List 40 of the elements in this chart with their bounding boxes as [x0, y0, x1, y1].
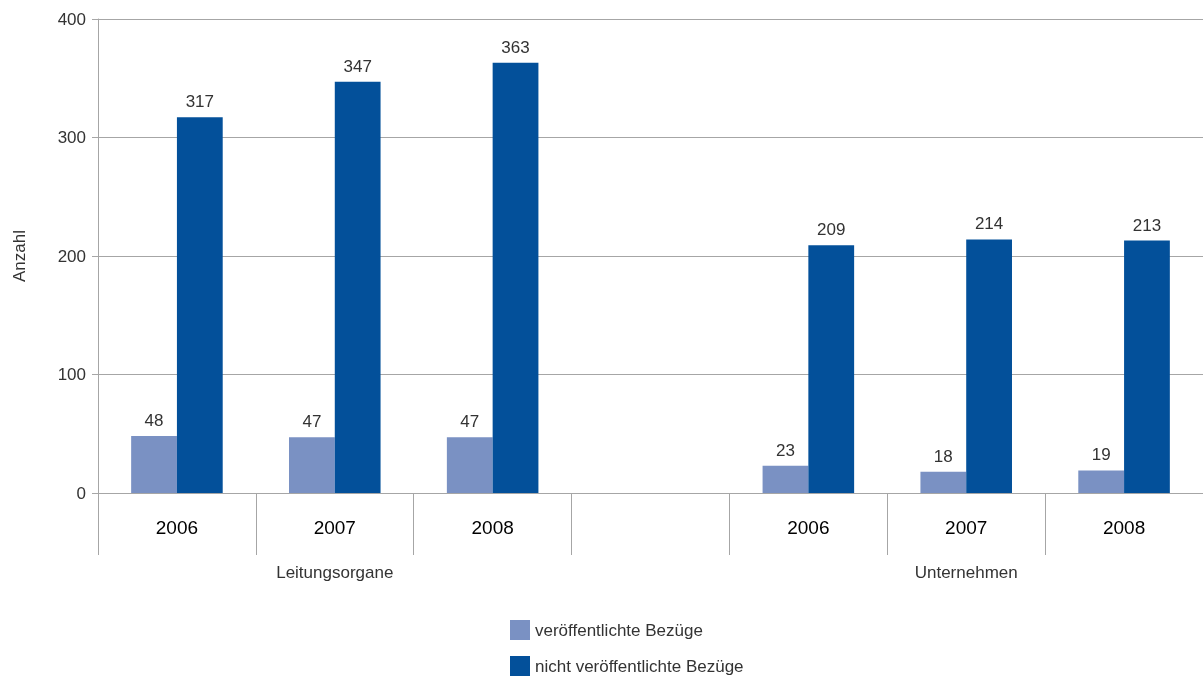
- y-tick-label: 300: [57, 128, 86, 147]
- bar: [920, 471, 967, 493]
- bar: [808, 245, 855, 493]
- bar: [762, 465, 809, 493]
- x-tick-label: 2006: [155, 517, 199, 538]
- bar: [966, 239, 1012, 493]
- data-label: 23: [776, 440, 795, 460]
- bar: [492, 62, 539, 493]
- data-label: 317: [185, 92, 215, 112]
- y-tick-label: 100: [57, 365, 86, 384]
- x-tick-label: 2007: [313, 517, 356, 538]
- data-label: 213: [1132, 215, 1162, 235]
- text: Leitungsorgane: [276, 562, 394, 582]
- text: Unternehmen: [914, 562, 1018, 582]
- y-tick-label: 0: [76, 483, 86, 503]
- y-tick-label: 400: [57, 9, 86, 29]
- bar: [334, 81, 381, 493]
- legend-label: nicht veröffentlichte Bezüge: [535, 656, 744, 676]
- x-tick-label: 2007: [945, 517, 988, 538]
- bar: [176, 117, 223, 493]
- data-label: 209: [817, 220, 846, 240]
- bar: [131, 436, 177, 493]
- data-label: 48: [144, 411, 164, 431]
- bar: [1124, 240, 1170, 493]
- data-label: 18: [933, 446, 953, 466]
- y-axis-title: Anzahl: [10, 230, 29, 282]
- bar: [1078, 470, 1125, 493]
- data-label: 347: [343, 56, 372, 76]
- data-label: 363: [501, 37, 530, 57]
- bar: [446, 437, 493, 493]
- legend-label: veröffentlichte Bezüge: [535, 620, 703, 640]
- x-tick-label: 2008: [471, 517, 514, 538]
- data-label: 47: [302, 412, 322, 432]
- data-label: 19: [1091, 445, 1111, 465]
- y-tick-label: 200: [57, 246, 86, 266]
- x-tick-label: 2008: [1102, 517, 1146, 538]
- data-label: 214: [974, 214, 1004, 234]
- x-tick-label: 2006: [787, 517, 830, 538]
- data-label: 47: [460, 412, 480, 432]
- bar: [289, 437, 335, 493]
